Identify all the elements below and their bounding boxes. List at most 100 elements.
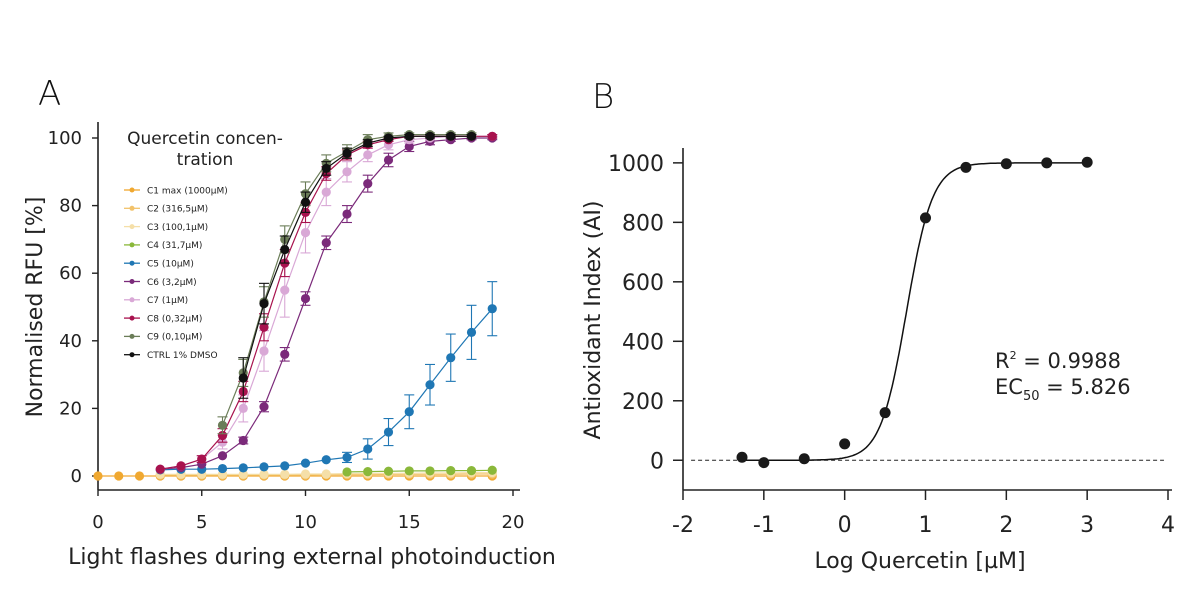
legend-label: C6 (3,2µM) [147, 278, 197, 288]
panel-a-data-point [280, 244, 290, 255]
panel-a-data-point [466, 465, 477, 476]
legend-title-line-2: tration [177, 150, 234, 170]
panel-b-x-tick-label: 0 [838, 513, 852, 538]
panel-a-data-point [446, 465, 456, 476]
legend-item: CTRL 1% DMSO [124, 351, 218, 361]
panel-a-y-tick-label: 20 [59, 398, 82, 419]
panel-letter-b: B [592, 77, 614, 117]
panel-b-y-tick-label: 0 [650, 449, 664, 474]
panel-a-data-point [238, 463, 248, 473]
panel-b-x-tick-label: 2 [999, 513, 1013, 538]
legend-title-line-1: Quercetin concen- [127, 129, 283, 149]
panel-a-x-tick-label: 15 [398, 512, 421, 533]
panel-b-points-group [736, 156, 1093, 469]
panel-a-data-point [259, 299, 269, 309]
panel-b-data-point [960, 161, 972, 173]
panel-b-y-axis-title: Antioxidant Index (AI) [581, 201, 606, 440]
panel-a-data-point [363, 138, 373, 148]
panel-a-data-point [197, 454, 207, 464]
panel-b-fit-curve [742, 162, 1088, 462]
panel-a-y-axis-title: Normalised RFU [%] [23, 197, 48, 418]
panel-b-data-point [1041, 157, 1053, 169]
panel-a-data-point [300, 197, 311, 207]
legend-swatch-marker [129, 260, 135, 266]
legend-swatch-marker [129, 315, 135, 321]
panel-a-data-point [487, 131, 497, 141]
panel-a-axes: 0 5 10 15 20 0 20 40 60 80 100 [48, 122, 525, 533]
panel-b-data-point [736, 451, 748, 463]
panel-a-data-point [321, 469, 331, 479]
panel-a-data-point [259, 402, 269, 412]
panel-a-data-point [321, 238, 331, 248]
panel-b-data-point [920, 212, 931, 224]
panel-b-y-tick-label: 400 [622, 330, 664, 355]
legend-item: C9 (0,10µM) [124, 333, 202, 343]
legend-swatch-marker [129, 333, 135, 339]
panel-b-y-tick-label: 600 [622, 271, 664, 296]
legend-swatch-marker [129, 352, 135, 358]
panel-a-series [155, 131, 498, 474]
legend-label: C7 (1µM) [147, 296, 188, 306]
panel-b-data-point [1000, 158, 1012, 170]
legend-label: CTRL 1% DMSO [147, 351, 218, 361]
panel-a-data-point [300, 469, 311, 479]
legend-item: C2 (316,5µM) [124, 205, 208, 215]
panel-a-data-point [300, 228, 311, 238]
panel-a-data-point [300, 458, 311, 468]
panel-a-series [155, 281, 498, 475]
panel-a-data-point [321, 163, 331, 174]
ec50-annotation: EC50 = 5.826 [995, 375, 1131, 404]
panel-a-data-point [446, 131, 456, 141]
panel-a-y-tick-label: 0 [71, 466, 82, 487]
legend-item: C6 (3,2µM) [124, 278, 197, 288]
panel-a-data-point [404, 141, 414, 152]
panel-a-data-point [238, 373, 248, 383]
panel-a-data-point [425, 380, 435, 390]
panel-a-data-point [383, 466, 394, 476]
panel-a-data-point [280, 469, 290, 479]
panel-a-data-point [404, 131, 414, 141]
panel-a-x-tick-label: 0 [92, 512, 103, 533]
panel-a-data-point [280, 461, 290, 471]
panel-a-data-point [321, 455, 331, 465]
panel-b-data-point [758, 457, 770, 469]
panel-a-legend: Quercetin concen- tration C1 max (1000µM… [124, 129, 283, 361]
panel-b-y-tick-label: 1000 [608, 152, 664, 177]
legend-item: C5 (10µM) [124, 260, 194, 270]
panel-a-y-tick-label: 40 [59, 331, 82, 352]
legend-swatch-marker [129, 187, 135, 193]
legend-item: C8 (0,32µM) [124, 314, 202, 324]
panel-a-chart: A 0 5 10 15 20 0 20 40 60 80 100 Light flashes dur… [23, 74, 556, 570]
panel-a-data-point [280, 349, 290, 359]
panel-a-x-axis-title: Light flashes during external photoinduc… [68, 545, 556, 570]
panel-a-data-point [342, 167, 352, 177]
panel-a-data-point [134, 471, 145, 481]
panel-b-annotation: R2 = 0.9988 EC50 = 5.826 [995, 349, 1131, 404]
panel-a-data-point [425, 466, 435, 476]
panel-b-x-tick-label: 3 [1080, 513, 1094, 538]
panel-a-y-tick-label: 60 [59, 263, 82, 284]
panel-a-x-tick-label: 10 [294, 512, 317, 533]
panel-a-data-point [383, 133, 394, 143]
panel-b-data-point [798, 453, 810, 465]
panel-a-data-point [259, 346, 269, 356]
panel-a-data-point [487, 304, 497, 314]
panel-a-x-tick-label: 20 [502, 512, 525, 533]
legend-item: C4 (31,7µM) [124, 241, 202, 251]
panel-a-data-point [342, 148, 352, 158]
legend-label: C2 (316,5µM) [147, 205, 208, 215]
panel-a-y-tick-label: 80 [59, 196, 82, 217]
legend-label: C3 (100,1µM) [147, 223, 208, 233]
legend-swatch-marker [129, 297, 135, 303]
r-squared-annotation: R2 = 0.9988 [995, 349, 1121, 373]
panel-letter-a: A [38, 74, 61, 114]
panel-a-data-point [217, 451, 228, 461]
panel-a-data-point [217, 430, 228, 441]
panel-a-data-point [342, 209, 352, 219]
panel-a-data-point [176, 461, 186, 471]
panel-a-data-point [155, 464, 165, 474]
panel-a-data-point [259, 462, 269, 472]
panel-a-data-point [466, 327, 477, 337]
panel-b-axes: -2 -1 0 1 2 3 4 0 200 400 600 800 1000 [608, 148, 1175, 538]
panel-b-data-point [879, 407, 891, 419]
